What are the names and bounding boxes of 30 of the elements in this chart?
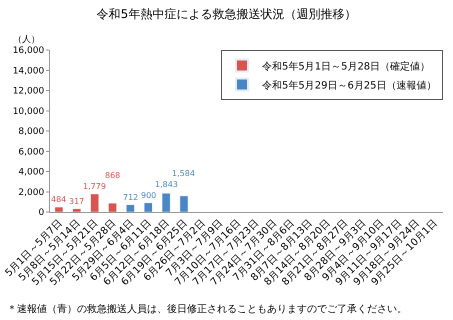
data-label: 484 [51, 195, 66, 204]
data-label: 1,584 [172, 169, 195, 178]
data-label: 1,779 [83, 182, 106, 191]
bar [54, 206, 64, 212]
legend-label: 令和5年5月29日～6月25日（速報値） [262, 79, 437, 92]
y-tick-label: 12,000 [12, 86, 44, 97]
data-label: 1,843 [155, 180, 178, 189]
y-tick-label: 10,000 [12, 106, 44, 117]
data-label: 900 [141, 191, 156, 200]
bar [72, 208, 82, 212]
bar [162, 193, 170, 212]
legend-label: 令和5年5月1日～5月28日（確定値） [262, 60, 430, 72]
bar [108, 202, 117, 212]
y-tick-label: 6,000 [18, 147, 44, 158]
y-tick-label: 0 [38, 208, 44, 218]
y-tick-label: 2,000 [18, 188, 44, 198]
y-tick-label: 14,000 [12, 66, 44, 76]
y-axis-title: （人） [13, 34, 40, 45]
data-label: 712 [123, 193, 138, 202]
data-label: 868 [105, 171, 120, 180]
y-tick-label: 8,000 [18, 127, 44, 138]
bar [180, 196, 188, 212]
data-label: 317 [69, 197, 84, 206]
y-tick-label: 16,000 [12, 46, 44, 56]
bar [126, 204, 135, 212]
chart-title: 令和5年熱中症による救急搬送状況（週別推移） [96, 7, 356, 21]
text: ＊速報値（青）の救急搬送人員は、後日修正されることもありますのでご了承ください。 [7, 303, 407, 315]
y-tick-label: 4,000 [18, 168, 44, 178]
bar [90, 194, 99, 212]
bar [144, 202, 153, 212]
